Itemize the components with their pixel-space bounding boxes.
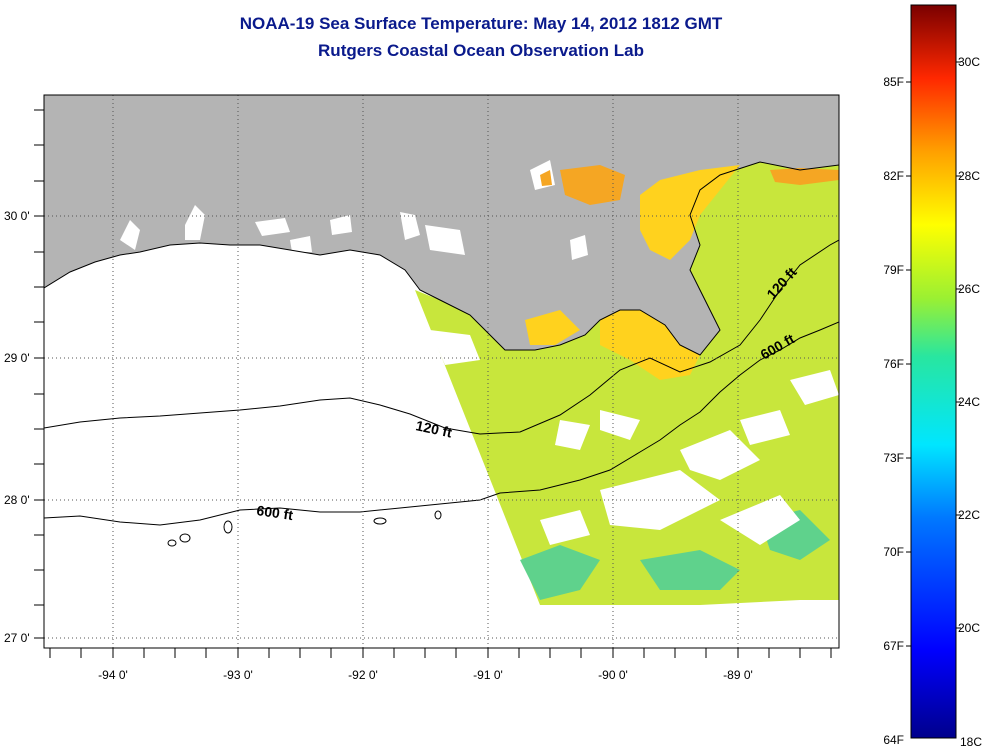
- inland-cloud: [570, 235, 588, 260]
- coastline: [44, 161, 839, 356]
- lon-label: -92 0': [348, 668, 378, 682]
- inland-cloud: [400, 212, 420, 240]
- cloud-patch: [555, 420, 590, 450]
- sst-warm-zone: [540, 170, 552, 186]
- inland-cloud: [255, 218, 290, 236]
- lat-label: 30 0': [4, 209, 30, 223]
- lon-label: -90 0': [598, 668, 628, 682]
- lat-label: 27 0': [4, 631, 30, 645]
- colorbar-c-label: 18C: [960, 735, 982, 749]
- colorbar-ticks: [906, 61, 961, 647]
- cloud-patch: [600, 410, 640, 440]
- lon-label: -91 0': [473, 668, 503, 682]
- axis-ticks: [34, 109, 832, 658]
- lat-label: 29 0': [4, 351, 30, 365]
- map-subtitle: Rutgers Coastal Ocean Observation Lab: [318, 41, 644, 60]
- cloud-patch: [680, 430, 760, 480]
- colorbar-c-label: 26C: [958, 282, 980, 296]
- colorbar-f-label: 82F: [883, 169, 904, 183]
- colorbar-c-label: 22C: [958, 508, 980, 522]
- colorbar-f-label: 79F: [883, 263, 904, 277]
- sst-warm-zone: [600, 310, 700, 380]
- cloud-patch: [430, 330, 480, 365]
- cloud-patch: [740, 410, 790, 445]
- sst-cool-zone: [520, 545, 600, 600]
- contour-label: 600 ft: [256, 502, 295, 523]
- sst-warm-zone: [560, 165, 625, 205]
- contour-label: 120 ft: [414, 417, 453, 440]
- colorbar: [910, 4, 957, 739]
- lon-label: -89 0': [723, 668, 753, 682]
- sst-cool-zone: [640, 550, 740, 590]
- land-mass: [44, 95, 839, 355]
- sst-warm-zone: [640, 165, 740, 260]
- contour-600ft: [44, 321, 839, 526]
- colorbar-f-label: 67F: [883, 639, 904, 653]
- inland-cloud: [425, 225, 465, 255]
- colorbar-f-label: 73F: [883, 451, 904, 465]
- colorbar-c-label: 20C: [958, 621, 980, 635]
- colorbar-c-label: 24C: [958, 395, 980, 409]
- cloud-patch: [720, 495, 800, 545]
- sst-warm-zone: [770, 168, 839, 185]
- map-title: NOAA-19 Sea Surface Temperature: May 14,…: [239, 14, 723, 33]
- inland-cloud: [290, 236, 312, 252]
- colorbar-c-label: 30C: [958, 55, 980, 69]
- lon-label: -93 0': [223, 668, 253, 682]
- colorbar-f-label: 70F: [883, 545, 904, 559]
- sst-warm-zone: [525, 310, 580, 345]
- graticule: [44, 95, 839, 648]
- colorbar-f-label: 76F: [883, 357, 904, 371]
- colorbar-f-label: 64F: [883, 733, 904, 747]
- map-frame: [43, 94, 840, 649]
- sst-swath: [415, 162, 839, 605]
- cloud-patch: [540, 510, 590, 545]
- cloud-patch: [790, 370, 839, 405]
- lat-label: 28 0': [4, 493, 30, 507]
- colorbar-c-label: 28C: [958, 169, 980, 183]
- inland-cloud: [185, 205, 205, 240]
- contour-120ft: [44, 239, 839, 435]
- inland-cloud: [330, 215, 352, 235]
- colorbar-f-label: 85F: [883, 75, 904, 89]
- lon-label: -94 0': [98, 668, 128, 682]
- inland-cloud: [120, 220, 140, 250]
